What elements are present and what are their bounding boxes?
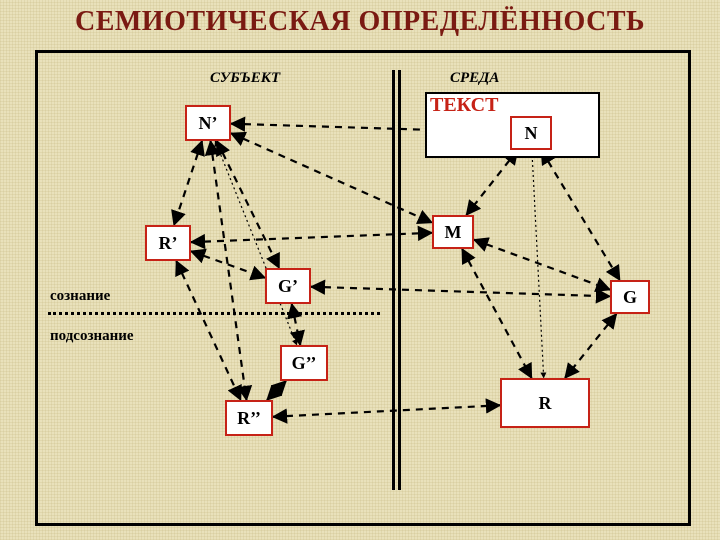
- node-G-prime: G’: [265, 268, 311, 304]
- vertical-divider-line-left: [392, 70, 395, 490]
- label-environment: СРЕДА: [450, 70, 499, 87]
- node-R: R: [500, 378, 590, 428]
- node-M: M: [432, 215, 474, 249]
- node-G: G: [610, 280, 650, 314]
- edges-layer: [0, 0, 720, 540]
- vertical-divider-line-right: [398, 70, 401, 490]
- consciousness-divider: [48, 312, 380, 315]
- node-N-prime: N’: [185, 105, 231, 141]
- label-subconsciousness: подсознание: [50, 328, 134, 345]
- label-consciousness: сознание: [50, 288, 110, 305]
- label-subject: СУБЪЕКТ: [210, 70, 280, 87]
- node-R-prime: R’: [145, 225, 191, 261]
- slide-root: СЕМИОТИЧЕСКАЯ ОПРЕДЕЛЁННОСТЬ ТЕКСТ N’ R’…: [0, 0, 720, 540]
- tekct-label: ТЕКСТ: [430, 94, 498, 117]
- node-N: N: [510, 116, 552, 150]
- node-R-dprime: R’’: [225, 400, 273, 436]
- node-G-dprime: G’’: [280, 345, 328, 381]
